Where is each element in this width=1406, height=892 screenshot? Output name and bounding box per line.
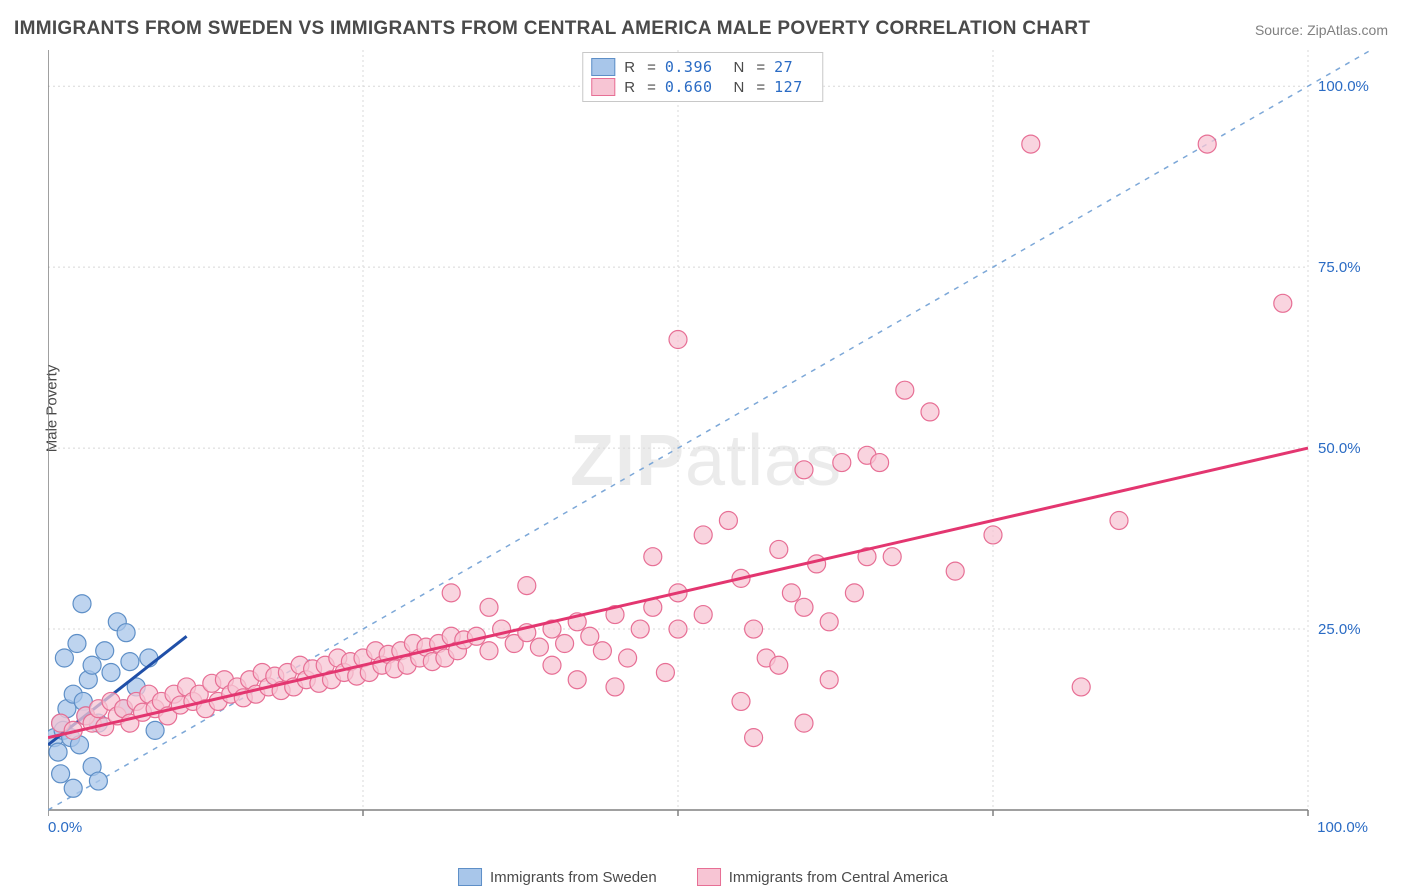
r-value-central-america: 0.660: [665, 78, 713, 96]
chart-svg: 25.0% 50.0% 75.0% 100.0% 0.0% 100.0%: [48, 50, 1378, 840]
swatch-central-america-bottom: [697, 868, 721, 886]
swatch-central-america: [591, 78, 615, 96]
svg-text:0.0%: 0.0%: [48, 819, 82, 836]
n-value-sweden: 27: [774, 58, 793, 76]
svg-text:50.0%: 50.0%: [1318, 440, 1361, 457]
swatch-sweden-bottom: [458, 868, 482, 886]
svg-text:100.0%: 100.0%: [1317, 819, 1368, 836]
svg-text:25.0%: 25.0%: [1318, 621, 1361, 638]
legend-row-central-america: R= 0.660 N= 127: [591, 77, 814, 97]
svg-text:100.0%: 100.0%: [1318, 78, 1369, 95]
legend-item-central-america: Immigrants from Central America: [697, 868, 948, 886]
series-legend: Immigrants from Sweden Immigrants from C…: [458, 868, 948, 886]
correlation-legend: R= 0.396 N= 27 R= 0.660 N= 127: [582, 52, 823, 102]
legend-label-sweden: Immigrants from Sweden: [490, 869, 657, 886]
chart-title: IMMIGRANTS FROM SWEDEN VS IMMIGRANTS FRO…: [14, 18, 1090, 40]
n-value-central-america: 127: [774, 78, 803, 96]
r-value-sweden: 0.396: [665, 58, 713, 76]
swatch-sweden: [591, 58, 615, 76]
legend-item-sweden: Immigrants from Sweden: [458, 868, 657, 886]
source-label: Source: ZipAtlas.com: [1255, 22, 1388, 38]
legend-label-central-america: Immigrants from Central America: [729, 869, 948, 886]
legend-row-sweden: R= 0.396 N= 27: [591, 57, 814, 77]
scatter-chart: 25.0% 50.0% 75.0% 100.0% 0.0% 100.0%: [48, 50, 1378, 840]
svg-text:75.0%: 75.0%: [1318, 259, 1361, 276]
